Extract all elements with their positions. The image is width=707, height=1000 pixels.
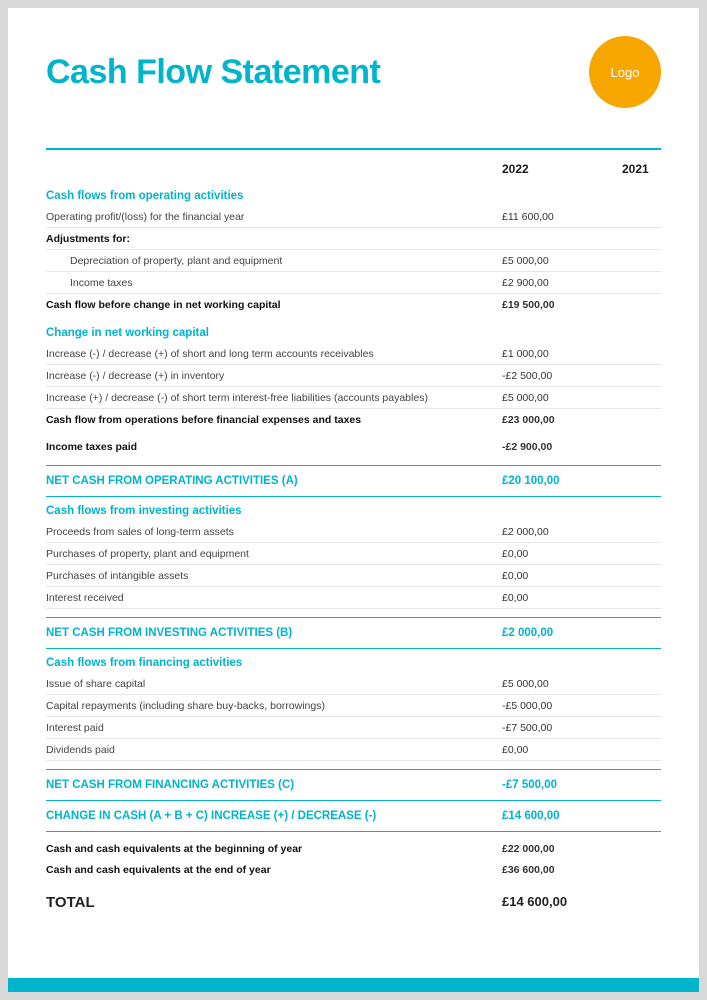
- table-row: Operating profit/(loss) for the financia…: [46, 206, 661, 228]
- table-row: Increase (+) / decrease (-) of short ter…: [46, 387, 661, 409]
- row-label: Purchases of property, plant and equipme…: [46, 548, 502, 560]
- row-label: Increase (-) / decrease (+) of short and…: [46, 348, 502, 360]
- page-title: Cash Flow Statement: [46, 53, 380, 92]
- row-value-2022: £5 000,00: [502, 255, 622, 267]
- total-row: TOTAL £14 600,00: [46, 880, 661, 911]
- table-row: Issue of share capital £5 000,00: [46, 673, 661, 695]
- row-label: Depreciation of property, plant and equi…: [46, 255, 502, 267]
- row-label: Cash and cash equivalents at the beginni…: [46, 843, 502, 855]
- row-label: Proceeds from sales of long-term assets: [46, 526, 502, 538]
- row-label: NET CASH FROM FINANCING ACTIVITIES (C): [46, 779, 502, 791]
- row-value-2022: £0,00: [502, 570, 622, 582]
- table-row: Dividends paid £0,00: [46, 739, 661, 761]
- subtotal-row: Cash flow from operations before financi…: [46, 409, 661, 430]
- row-value-2022: £2 900,00: [502, 277, 622, 289]
- row-label: Dividends paid: [46, 744, 502, 756]
- cash-flow-page: Cash Flow Statement Logo 2022 2021 Cash …: [8, 8, 699, 992]
- row-value-2021: [622, 627, 661, 639]
- row-value-2021: [622, 475, 661, 487]
- row-value-2022: £0,00: [502, 548, 622, 560]
- adjustments-heading-row: Adjustments for:: [46, 228, 661, 250]
- row-value-2022: £20 100,00: [502, 475, 622, 487]
- row-label: Interest paid: [46, 722, 502, 734]
- net-investing-row: NET CASH FROM INVESTING ACTIVITIES (B) £…: [46, 617, 661, 649]
- row-value-2022: -£7 500,00: [502, 779, 622, 791]
- row-label: Interest received: [46, 592, 502, 604]
- row-value-2022: £22 000,00: [502, 843, 622, 855]
- row-value-2022: £1 000,00: [502, 348, 622, 360]
- row-value-2022: £0,00: [502, 592, 622, 604]
- row-value-2022: £5 000,00: [502, 392, 622, 404]
- row-value-2022: £5 000,00: [502, 678, 622, 690]
- table-row: Purchases of intangible assets £0,00: [46, 565, 661, 587]
- year-header-blank: [46, 162, 502, 176]
- row-value-2022: £19 500,00: [502, 299, 622, 311]
- row-label: NET CASH FROM INVESTING ACTIVITIES (B): [46, 627, 502, 639]
- row-label: TOTAL: [46, 894, 502, 911]
- year-header-1: 2022: [502, 162, 622, 176]
- table-row: Purchases of property, plant and equipme…: [46, 543, 661, 565]
- row-label: Operating profit/(loss) for the financia…: [46, 211, 502, 223]
- table-row: Income taxes £2 900,00: [46, 272, 661, 294]
- row-label: NET CASH FROM OPERATING ACTIVITIES (A): [46, 475, 502, 487]
- row-value-2022: £36 600,00: [502, 864, 622, 876]
- row-label: Increase (+) / decrease (-) of short ter…: [46, 392, 502, 404]
- year-header-2: 2021: [622, 162, 661, 176]
- section-title-financing: Cash flows from financing activities: [46, 653, 661, 673]
- row-value-2022: -£5 000,00: [502, 700, 622, 712]
- row-value-2022: £23 000,00: [502, 414, 622, 426]
- table-row: Increase (-) / decrease (+) of short and…: [46, 343, 661, 365]
- row-label: Income taxes: [46, 277, 502, 289]
- row-value-2022: £2 000,00: [502, 627, 622, 639]
- row-value-2022: -£2 900,00: [502, 441, 622, 453]
- equivalents-begin-row: Cash and cash equivalents at the beginni…: [46, 838, 661, 859]
- table-row: Increase (-) / decrease (+) in inventory…: [46, 365, 661, 387]
- row-value-2022: £0,00: [502, 744, 622, 756]
- table-row: Interest received £0,00: [46, 587, 661, 609]
- table-row: Interest paid -£7 500,00: [46, 717, 661, 739]
- table-row: Capital repayments (including share buy-…: [46, 695, 661, 717]
- logo-text: Logo: [611, 65, 640, 80]
- row-value-2022: -£2 500,00: [502, 370, 622, 382]
- row-label: Income taxes paid: [46, 441, 502, 453]
- row-value-2021: [622, 779, 661, 791]
- year-header-row: 2022 2021: [46, 156, 661, 186]
- row-label: Cash and cash equivalents at the end of …: [46, 864, 502, 876]
- row-label: Cash flow before change in net working c…: [46, 299, 502, 311]
- row-value-2021: [622, 810, 661, 822]
- row-label: Capital repayments (including share buy-…: [46, 700, 502, 712]
- row-label: CHANGE IN CASH (A + B + C) INCREASE (+) …: [46, 810, 502, 822]
- footer-accent-bar: [8, 978, 699, 992]
- row-value-2022: £14 600,00: [502, 810, 622, 822]
- equivalents-end-row: Cash and cash equivalents at the end of …: [46, 859, 661, 880]
- taxes-paid-row: Income taxes paid -£2 900,00: [46, 436, 661, 457]
- row-label: Cash flow from operations before financi…: [46, 414, 502, 426]
- top-rule: [46, 148, 661, 150]
- table-row: Depreciation of property, plant and equi…: [46, 250, 661, 272]
- row-label: Adjustments for:: [46, 233, 502, 245]
- section-title-investing: Cash flows from investing activities: [46, 501, 661, 521]
- row-label: Issue of share capital: [46, 678, 502, 690]
- change-in-cash-row: CHANGE IN CASH (A + B + C) INCREASE (+) …: [46, 801, 661, 832]
- header: Cash Flow Statement Logo: [46, 36, 661, 108]
- subtotal-row: Cash flow before change in net working c…: [46, 294, 661, 315]
- row-label: Purchases of intangible assets: [46, 570, 502, 582]
- table-row: Proceeds from sales of long-term assets …: [46, 521, 661, 543]
- net-financing-row: NET CASH FROM FINANCING ACTIVITIES (C) -…: [46, 769, 661, 801]
- row-value-2022: £14 600,00: [502, 894, 622, 911]
- logo-badge: Logo: [589, 36, 661, 108]
- row-label: Increase (-) / decrease (+) in inventory: [46, 370, 502, 382]
- row-value-2022: £11 600,00: [502, 211, 622, 223]
- section-title-nwc: Change in net working capital: [46, 323, 661, 343]
- row-value-2022: -£7 500,00: [502, 722, 622, 734]
- net-operating-row: NET CASH FROM OPERATING ACTIVITIES (A) £…: [46, 465, 661, 497]
- row-value-2022: £2 000,00: [502, 526, 622, 538]
- section-title-operating: Cash flows from operating activities: [46, 186, 661, 206]
